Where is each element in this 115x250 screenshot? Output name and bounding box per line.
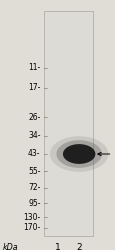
Text: kDa: kDa bbox=[2, 242, 18, 250]
Text: 1: 1 bbox=[54, 242, 60, 250]
Text: 55-: 55- bbox=[28, 166, 40, 175]
Text: 95-: 95- bbox=[28, 198, 40, 207]
Text: 2: 2 bbox=[76, 242, 81, 250]
Text: 170-: 170- bbox=[23, 224, 40, 232]
Text: 34-: 34- bbox=[28, 132, 40, 140]
Text: 11-: 11- bbox=[28, 64, 40, 72]
Bar bbox=[44, 11, 92, 236]
Ellipse shape bbox=[62, 144, 95, 164]
Ellipse shape bbox=[56, 140, 101, 168]
Text: 72-: 72- bbox=[28, 184, 40, 192]
Text: 26-: 26- bbox=[28, 112, 40, 122]
Ellipse shape bbox=[49, 136, 107, 172]
Text: 43-: 43- bbox=[28, 150, 40, 158]
Text: 130-: 130- bbox=[23, 212, 40, 222]
Text: 17-: 17- bbox=[28, 84, 40, 92]
